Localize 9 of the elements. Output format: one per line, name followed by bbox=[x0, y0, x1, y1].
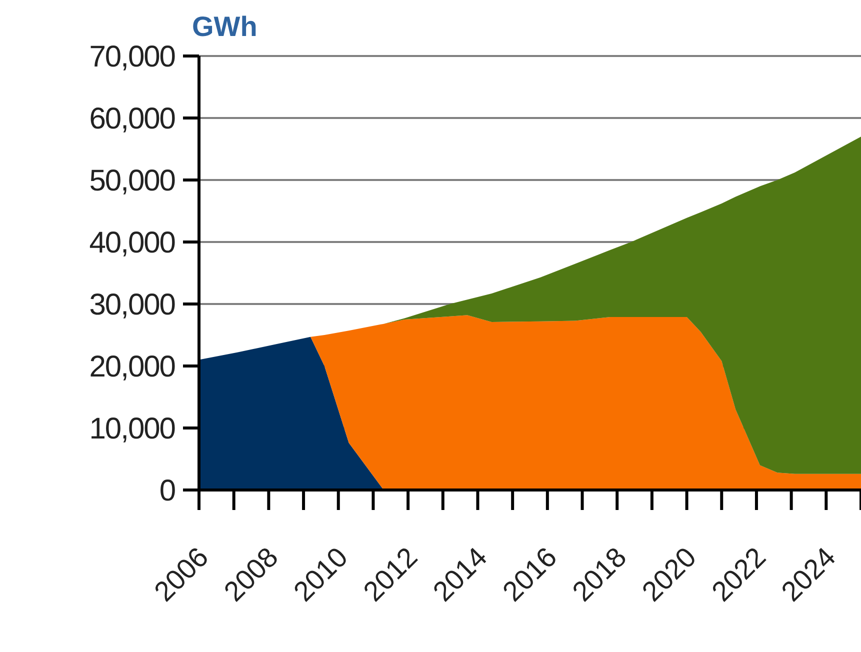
y-axis-title: GWh bbox=[192, 10, 258, 42]
y-tick-label: 70,000 bbox=[89, 40, 176, 74]
y-tick-label: 20,000 bbox=[89, 350, 176, 384]
y-tick-label: 30,000 bbox=[89, 288, 176, 322]
y-tick-label: 50,000 bbox=[89, 164, 176, 198]
y-tick-label: 60,000 bbox=[89, 102, 176, 136]
y-tick-label: 0 bbox=[159, 474, 176, 508]
y-tick-label: 10,000 bbox=[89, 412, 176, 446]
y-tick-label: 40,000 bbox=[89, 226, 176, 260]
